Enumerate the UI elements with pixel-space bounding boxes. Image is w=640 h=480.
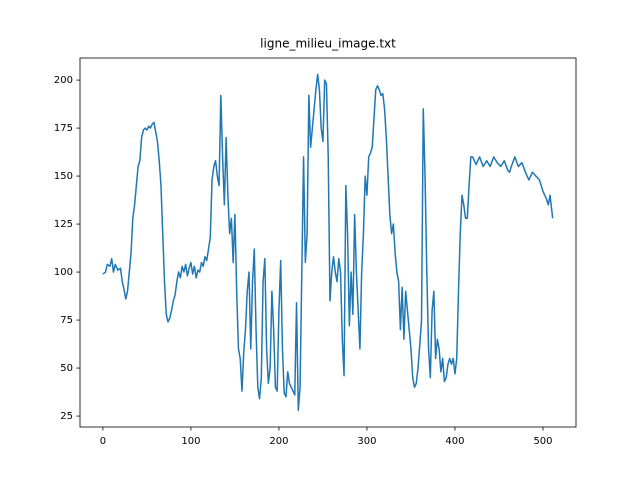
y-tick-label: 25 — [60, 411, 73, 422]
y-tick-label: 50 — [60, 363, 73, 374]
x-tick-label: 400 — [445, 436, 464, 447]
y-tick-label: 150 — [54, 171, 73, 182]
y-tick-label: 175 — [54, 123, 73, 134]
x-tick-label: 300 — [357, 436, 376, 447]
data-line — [102, 73, 554, 412]
x-tick-label: 200 — [269, 436, 288, 447]
plot-frame — [79, 57, 577, 428]
y-tick-label: 200 — [54, 75, 73, 86]
x-tick-label: 100 — [181, 436, 200, 447]
y-tick-label: 125 — [54, 219, 73, 230]
x-tick-label: 500 — [533, 436, 552, 447]
y-tick-label: 75 — [60, 315, 73, 326]
x-tick-label: 0 — [100, 436, 106, 447]
chart-title: ligne_milieu_image.txt — [260, 37, 396, 51]
y-tick-label: 100 — [54, 267, 73, 278]
